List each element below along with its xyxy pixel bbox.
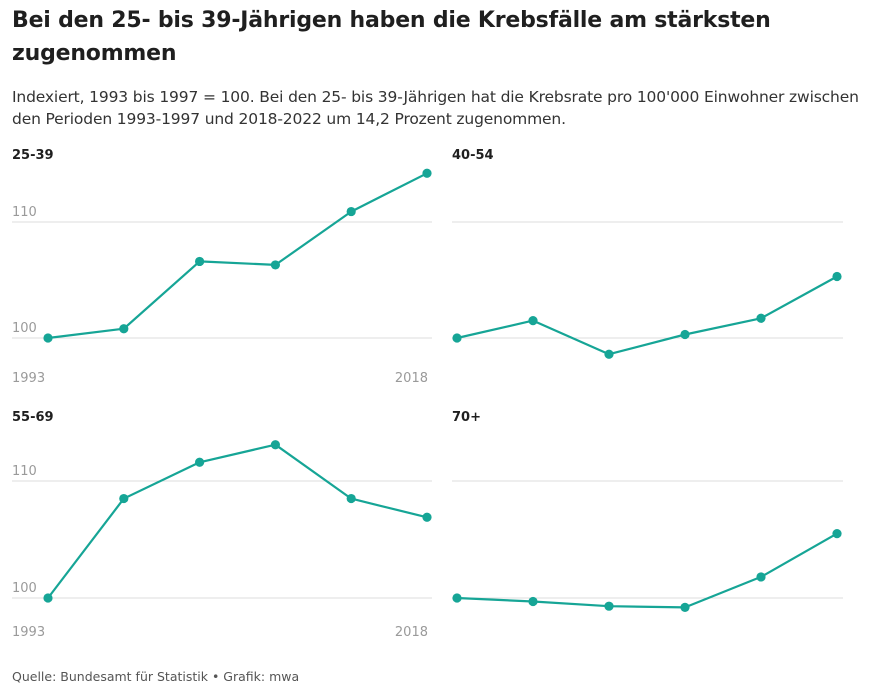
y-tick-label: 110: [12, 464, 37, 479]
data-point: [43, 593, 53, 603]
chart-title: Bei den 25- bis 39-Jährigen haben die Kr…: [12, 8, 771, 66]
panel-title: 55-69: [12, 410, 54, 425]
data-point: [756, 572, 766, 582]
x-tick-label: 2018: [395, 371, 428, 386]
series-line: [455, 532, 839, 609]
data-point: [680, 329, 690, 340]
data-point: [270, 440, 280, 450]
data-point: [119, 493, 129, 504]
series-line: [455, 275, 839, 356]
data-point: [604, 349, 614, 359]
data-point: [270, 260, 280, 270]
data-point: [452, 593, 462, 603]
x-tick-label: 1993: [12, 625, 45, 640]
panel-title: 40-54: [452, 148, 494, 163]
data-point: [832, 529, 842, 539]
data-point: [528, 596, 538, 607]
chart-subtitle: Indexiert, 1993 bis 1997 = 100. Bei den …: [12, 88, 859, 128]
y-tick-label: 110: [12, 205, 37, 220]
series-line: [46, 443, 429, 600]
data-point: [195, 256, 205, 267]
panel-title: 70+: [452, 410, 481, 425]
data-point: [528, 316, 538, 326]
data-point: [195, 457, 205, 467]
data-point: [604, 601, 614, 611]
x-tick-label: 1993: [12, 371, 45, 386]
data-point: [756, 313, 766, 323]
data-point: [422, 512, 432, 522]
data-point: [452, 333, 462, 343]
data-point: [43, 333, 53, 343]
panel-title: 25-39: [12, 148, 54, 163]
data-point: [832, 271, 842, 282]
x-tick-label: 2018: [395, 625, 428, 640]
data-point: [119, 324, 129, 334]
series-line: [46, 172, 429, 340]
y-tick-label: 100: [12, 581, 37, 596]
data-point: [346, 493, 356, 504]
data-point: [422, 168, 432, 178]
y-tick-label: 100: [12, 321, 37, 336]
source-note: Quelle: Bundesamt für Statistik • Grafik…: [12, 669, 300, 684]
data-point: [680, 602, 690, 612]
data-point: [346, 206, 356, 217]
